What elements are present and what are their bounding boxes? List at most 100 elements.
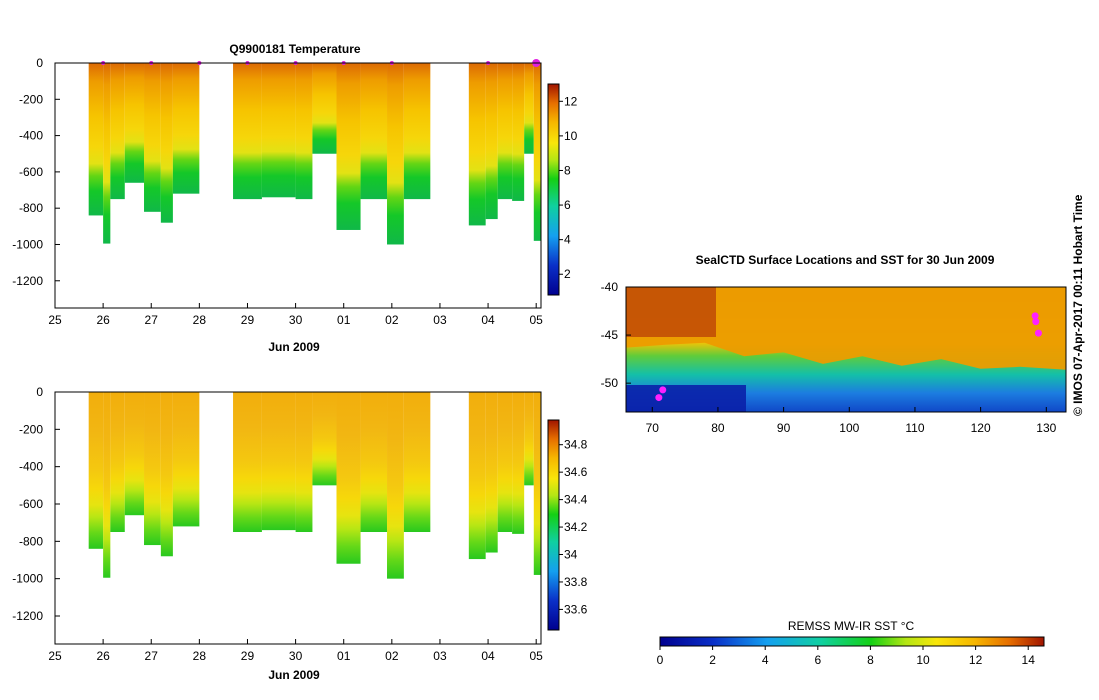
profile-column	[144, 392, 161, 546]
colorbar-tick-label: 33.6	[564, 602, 588, 616]
profile-column	[524, 63, 534, 154]
profile-column	[387, 63, 404, 245]
colorbar-tick-label: 6	[564, 198, 571, 212]
sst-colorbar-tick-label: 12	[969, 653, 983, 667]
profile-column	[485, 63, 498, 220]
colorbar-tick-label: 34.6	[564, 465, 588, 479]
map-frame	[625, 286, 1067, 413]
salinity-x-axis: 25 26 27 28 29 30 01 02 03 04 05	[48, 639, 543, 663]
x-tick-label: 04	[481, 313, 495, 327]
x-tick-label: 28	[193, 649, 207, 663]
profile-column	[403, 63, 431, 200]
salinity-plot-frame	[54, 391, 542, 645]
temperature-profiles	[88, 63, 541, 245]
sst-warm-patch	[626, 287, 716, 337]
map-title: SealCTD Surface Locations and SST for 30…	[696, 253, 995, 267]
profile-column	[124, 63, 145, 183]
y-tick-label: 0	[36, 385, 43, 399]
sst-colorbar-tick-label: 0	[657, 653, 664, 667]
x-tick-label: 01	[337, 649, 351, 663]
map-y-tick-label: -45	[601, 328, 619, 342]
temperature-xlabel: Jun 2009	[268, 340, 320, 354]
profile-column	[295, 63, 313, 200]
profile-column	[261, 392, 296, 531]
x-tick-label: 27	[145, 313, 159, 327]
y-tick-label: -1000	[12, 572, 43, 586]
map-x-tick-label: 80	[711, 421, 725, 435]
map-y-axis: -40 -45 -50	[601, 280, 631, 390]
colorbar-tick-label: 10	[564, 129, 578, 143]
sst-colorbar-tick-label: 14	[1022, 653, 1036, 667]
map-x-tick-label: 70	[646, 421, 660, 435]
colorbar-tick-label: 34.4	[564, 493, 588, 507]
temperature-panel: Q9900181 Temperature 25 26 27 28 29 30 01 02 03 0…	[12, 42, 577, 354]
profile-column	[497, 63, 513, 200]
sst-colorbar-label: REMSS MW-IR SST °C	[788, 619, 915, 633]
x-tick-label: 05	[530, 313, 544, 327]
profile-column	[387, 392, 404, 579]
x-tick-label: 25	[48, 313, 62, 327]
profile-column	[160, 392, 173, 557]
temperature-plot-frame	[54, 62, 542, 309]
y-tick-label: -800	[19, 534, 43, 548]
profile-column	[524, 392, 534, 486]
imos-credit: © IMOS 07-Apr-2017 00:11 Hobart Time	[1071, 194, 1085, 416]
profile-column	[88, 63, 104, 216]
x-tick-label: 30	[289, 649, 303, 663]
colorbar-tick-label: 34.2	[564, 520, 588, 534]
temperature-colorbar	[547, 83, 560, 296]
profile-column	[533, 392, 541, 575]
profile-column	[124, 392, 145, 516]
x-tick-label: 02	[385, 313, 399, 327]
profile-column	[110, 63, 125, 200]
profile-column	[295, 392, 313, 532]
colorbar-tick-label: 34.8	[564, 438, 588, 452]
map-x-tick-label: 130	[1036, 421, 1056, 435]
sst-field	[626, 287, 1066, 412]
seal-location-dot	[1031, 312, 1039, 320]
x-tick-label: 03	[433, 649, 447, 663]
temperature-title: Q9900181 Temperature	[229, 42, 361, 56]
x-tick-label: 01	[337, 313, 351, 327]
seal-location-dot	[655, 394, 663, 402]
profile-column	[336, 392, 361, 564]
sst-map-panel: SealCTD Surface Locations and SST for 30…	[601, 253, 1067, 667]
profile-column	[512, 63, 525, 201]
profile-column	[512, 392, 525, 534]
sst-colorbar-tick-label: 10	[916, 653, 930, 667]
sst-colorbar-tick-label: 2	[709, 653, 716, 667]
y-tick-label: -800	[19, 201, 43, 215]
y-tick-label: -400	[19, 460, 43, 474]
profile-column	[403, 392, 431, 532]
y-tick-label: -200	[19, 92, 43, 106]
x-tick-label: 25	[48, 649, 62, 663]
profile-column	[497, 392, 513, 532]
x-tick-label: 02	[385, 649, 399, 663]
profile-column	[160, 63, 173, 223]
x-tick-label: 29	[241, 649, 255, 663]
x-tick-label: 28	[193, 313, 207, 327]
sst-colorbar-tick-label: 6	[814, 653, 821, 667]
salinity-profiles	[88, 392, 541, 579]
profile-column	[110, 392, 125, 532]
map-x-tick-label: 100	[839, 421, 859, 435]
profile-column	[468, 392, 486, 560]
x-tick-label: 05	[530, 649, 544, 663]
temperature-colorbar-ticks: 2 4 6 8 10 12	[559, 94, 578, 281]
profile-column	[233, 63, 262, 200]
profile-column	[261, 63, 296, 198]
salinity-panel: 25 26 27 28 29 30 01 02 03 04 05 0 -200 -400 -600 -800…	[12, 385, 587, 682]
salinity-xlabel: Jun 2009	[268, 668, 320, 682]
y-tick-label: -1200	[12, 609, 43, 623]
profile-column	[144, 63, 161, 212]
y-tick-label: -1200	[12, 274, 43, 288]
x-tick-label: 30	[289, 313, 303, 327]
profile-column	[312, 392, 337, 486]
x-tick-label: 26	[96, 313, 110, 327]
x-tick-label: 29	[241, 313, 255, 327]
profile-column	[533, 63, 541, 241]
x-tick-label: 27	[145, 649, 159, 663]
colorbar-tick-label: 4	[564, 233, 571, 247]
x-tick-label: 26	[96, 649, 110, 663]
